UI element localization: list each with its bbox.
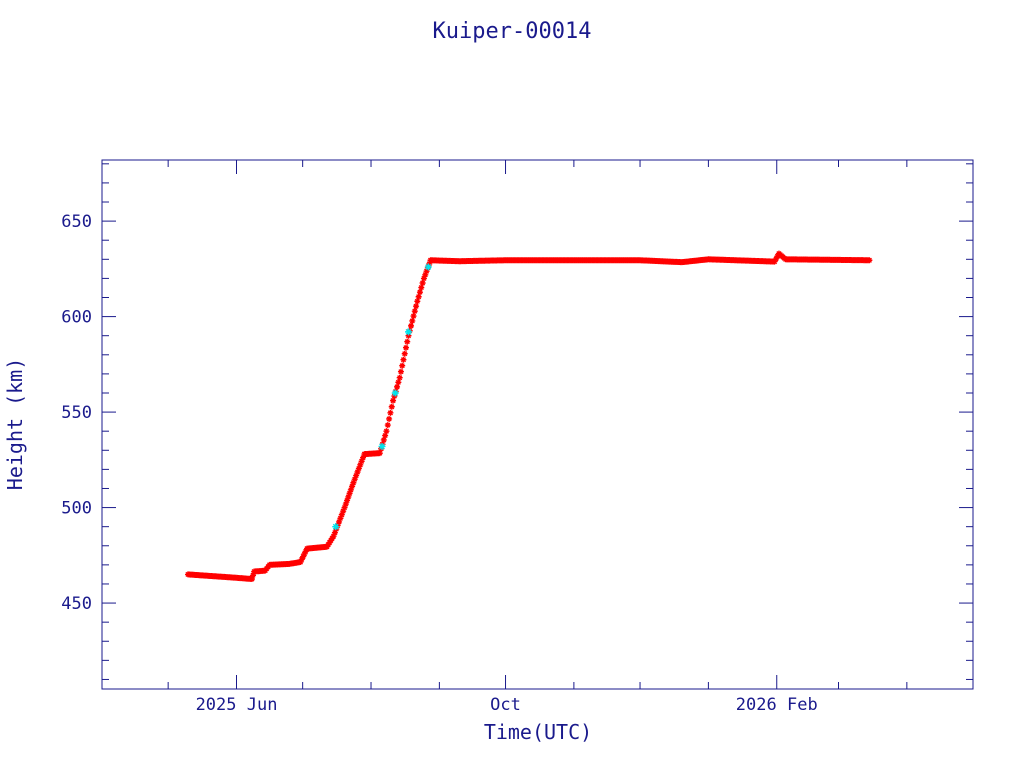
- data-point: [336, 518, 343, 525]
- data-point: [409, 317, 416, 324]
- data-point: [350, 479, 357, 486]
- data-point: [396, 374, 403, 381]
- data-point: [404, 338, 411, 345]
- data-point: [391, 389, 399, 397]
- data-point: [360, 454, 367, 461]
- data-point: [405, 332, 412, 339]
- chart-title: Kuiper-00014: [433, 19, 592, 44]
- data-point: [351, 476, 358, 483]
- x-axis-label: Time(UTC): [484, 720, 592, 744]
- data-point: [866, 257, 873, 264]
- data-point: [357, 461, 364, 468]
- data-point: [402, 344, 409, 351]
- data-point: [248, 575, 255, 582]
- data-point: [358, 458, 365, 465]
- data-point: [344, 497, 351, 504]
- data-point: [410, 313, 417, 320]
- data-point: [330, 533, 337, 540]
- data-point: [331, 529, 338, 536]
- axis-ticks: [102, 160, 973, 689]
- data-point: [394, 383, 401, 390]
- x-tick-label: Oct: [490, 695, 521, 715]
- y-tick-label: 550: [61, 403, 92, 423]
- data-point: [355, 465, 362, 472]
- data-point: [297, 559, 304, 566]
- data-point: [384, 422, 391, 429]
- y-tick-label: 450: [61, 594, 92, 614]
- data-point: [298, 556, 305, 563]
- data-point: [388, 403, 395, 410]
- data-point: [383, 428, 390, 435]
- data-point: [773, 255, 780, 262]
- data-point: [353, 472, 360, 479]
- data-point: [423, 268, 430, 275]
- x-tick-label: 2026 Feb: [736, 695, 818, 715]
- data-point: [771, 258, 778, 265]
- data-point: [340, 508, 347, 515]
- data-point: [387, 409, 394, 416]
- data-point: [416, 289, 423, 296]
- data-point: [420, 275, 427, 282]
- data-point: [378, 442, 386, 450]
- y-tick-label: 500: [61, 499, 92, 519]
- data-point: [405, 328, 413, 336]
- data-point: [301, 550, 308, 557]
- data-point: [422, 271, 429, 278]
- data-point: [411, 308, 418, 315]
- data-point: [341, 504, 348, 511]
- data-point: [424, 263, 432, 271]
- y-tick-label: 600: [61, 308, 92, 328]
- data-point: [408, 322, 415, 329]
- tick-labels: 450 500 550 600 650 2025 Jun Oct 2026 Feb: [61, 212, 817, 715]
- y-axis-label: Height (km): [3, 358, 27, 490]
- data-point: [300, 553, 307, 560]
- data-point: [347, 486, 354, 493]
- data-point: [342, 501, 349, 508]
- data-point: [426, 260, 433, 267]
- y-tick-label: 650: [61, 212, 92, 232]
- data-point: [415, 293, 422, 300]
- data-point: [395, 379, 402, 386]
- data-point: [302, 548, 309, 555]
- data-point: [338, 511, 345, 518]
- data-point: [401, 350, 408, 357]
- plot-frame: [101, 159, 974, 690]
- data-point: [390, 397, 397, 404]
- data-point: [346, 490, 353, 497]
- data-point: [400, 356, 407, 363]
- data-point: [376, 450, 383, 457]
- data-point: [250, 572, 257, 579]
- data-point: [345, 493, 352, 500]
- data-point: [418, 284, 425, 291]
- data-point: [354, 469, 361, 476]
- data-point: [380, 436, 387, 443]
- data-point: [397, 368, 404, 375]
- data-point: [378, 445, 385, 452]
- data-point: [332, 523, 340, 531]
- series-red-points: [184, 250, 873, 582]
- data-point: [382, 432, 389, 439]
- data-point: [413, 303, 420, 310]
- data-point: [349, 483, 356, 490]
- data-point: [399, 362, 406, 369]
- data-point: [337, 515, 344, 522]
- data-point: [391, 393, 398, 400]
- data-point: [386, 415, 393, 422]
- x-tick-label: 2025 Jun: [196, 695, 278, 715]
- series-cyan-points: [332, 263, 432, 531]
- data-point: [419, 279, 426, 286]
- data-point: [774, 253, 781, 260]
- data-point: [414, 298, 421, 305]
